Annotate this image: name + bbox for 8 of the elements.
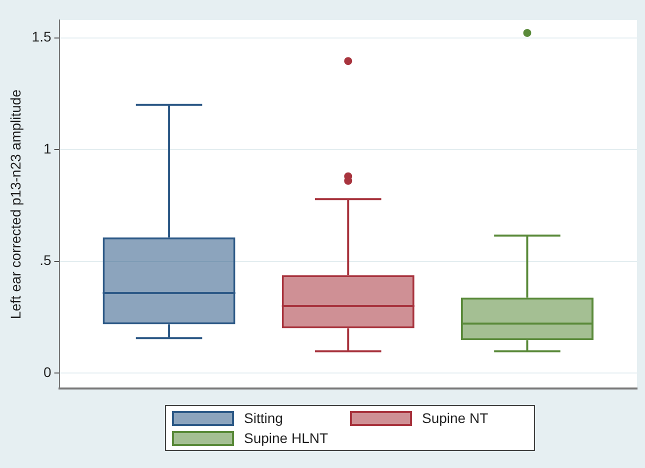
y-tick-label: .5 [40,252,52,268]
y-axis-title: Left ear corrected p13-n23 amplitude [7,89,24,320]
y-tick-label: 0 [43,364,52,380]
y-tick-label: 1 [43,140,52,156]
legend-label: Sitting [244,410,283,426]
legend-label: Supine HLNT [244,430,328,446]
y-tick-label: 1.5 [32,28,52,45]
legend-label: Supine NT [422,410,488,426]
